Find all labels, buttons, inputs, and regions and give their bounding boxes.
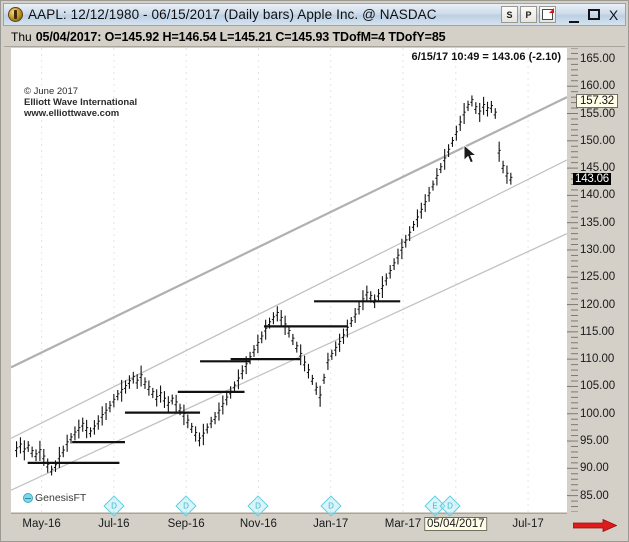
- event-marker-label: D: [447, 501, 454, 511]
- selected-date-label[interactable]: 05/04/2017: [424, 517, 488, 531]
- window-title: AAPL: 12/12/1980 - 06/15/2017 (Daily bar…: [28, 7, 437, 22]
- event-marker-label: D: [183, 501, 190, 511]
- date-tick-label: May-16: [22, 518, 61, 530]
- copyright-block: © June 2017 Elliott Wave International w…: [24, 86, 137, 119]
- copyright-line-3: www.elliottwave.com: [24, 108, 120, 119]
- copyright-line-2: Elliott Wave International: [24, 97, 138, 108]
- price-plot-svg: [11, 48, 567, 512]
- axis-corner-block: [567, 513, 625, 537]
- price-tick-label: 130.00: [580, 243, 616, 256]
- price-tick-label: 110.00: [580, 353, 615, 366]
- clock-app-icon: [8, 7, 23, 22]
- ohlc-values: 05/04/2017: O=145.92 H=146.54 L=145.21 C…: [35, 29, 446, 44]
- price-tick-label: 160.00: [580, 80, 616, 93]
- price-plot-area[interactable]: 6/15/17 10:49 = 143.06 (-2.10) © June 20…: [11, 48, 567, 512]
- copyright-line-1: © June 2017: [24, 86, 79, 97]
- titlebar-button-group: S P X: [499, 4, 625, 26]
- red-arrow-icon: [573, 519, 617, 532]
- minimize-icon[interactable]: [564, 4, 583, 26]
- date-tick-label: Mar-17: [384, 518, 422, 530]
- genesis-logo-icon: [23, 493, 33, 503]
- event-marker-label: D: [255, 501, 262, 511]
- price-tick-label: 95.00: [580, 435, 609, 448]
- symbol-button[interactable]: S: [501, 6, 518, 23]
- price-tick-label: 100.00: [580, 407, 616, 420]
- price-axis-ticks: [567, 47, 578, 513]
- last-price-tag: 143.06: [573, 172, 611, 185]
- date-tick-label: Jan-17: [313, 518, 349, 530]
- price-tick-label: 105.00: [580, 380, 616, 393]
- period-button[interactable]: P: [520, 6, 537, 23]
- price-tick-label: 90.00: [580, 462, 609, 475]
- price-tick-label: 150.00: [580, 134, 616, 147]
- event-marker-label: D: [110, 501, 117, 511]
- price-tick-label: 165.00: [580, 52, 616, 65]
- event-marker-label: D: [327, 501, 334, 511]
- ohlc-info-bar: Thu 05/04/2017: O=145.92 H=146.54 L=145.…: [4, 28, 624, 45]
- window-titlebar: AAPL: 12/12/1980 - 06/15/2017 (Daily bar…: [3, 3, 626, 26]
- weekday-label: Thu: [11, 29, 32, 44]
- close-icon[interactable]: X: [608, 6, 619, 23]
- date-tick-label: Sep-16: [167, 518, 205, 530]
- genesisft-branding: GenesisFT: [23, 492, 86, 504]
- date-tick-label: Jul-17: [512, 518, 544, 530]
- price-tick-label: 85.00: [580, 489, 609, 502]
- price-tick-label: 145.00: [580, 162, 616, 175]
- price-tick-label: 140.00: [580, 189, 616, 202]
- date-axis[interactable]: May-16 Jul-16 Sep-16 Nov-16 Jan-17 Mar-17 05/0…: [11, 513, 567, 538]
- price-tick-label: 155.00: [580, 107, 616, 120]
- price-tick-label: 125.00: [580, 271, 616, 284]
- quote-annotation: 6/15/17 10:49 = 143.06 (-2.10): [411, 51, 561, 63]
- genesis-label: GenesisFT: [35, 492, 87, 504]
- date-tick-label: Nov-16: [239, 518, 277, 530]
- snapshot-icon[interactable]: [539, 6, 556, 23]
- price-tick-label: 115.00: [580, 325, 615, 338]
- price-axis[interactable]: 165.00 160.00 155.00 150.00 145.00 140.00 135.…: [567, 47, 625, 513]
- high-price-tag: 157.32: [576, 93, 618, 108]
- price-tick-label: 135.00: [580, 216, 616, 229]
- maximize-icon[interactable]: [584, 5, 603, 24]
- price-tick-label: 120.00: [580, 298, 616, 311]
- chart-panel: 6/15/17 10:49 = 143.06 (-2.10) © June 20…: [4, 46, 625, 538]
- date-tick-label: Jul-16: [98, 518, 130, 530]
